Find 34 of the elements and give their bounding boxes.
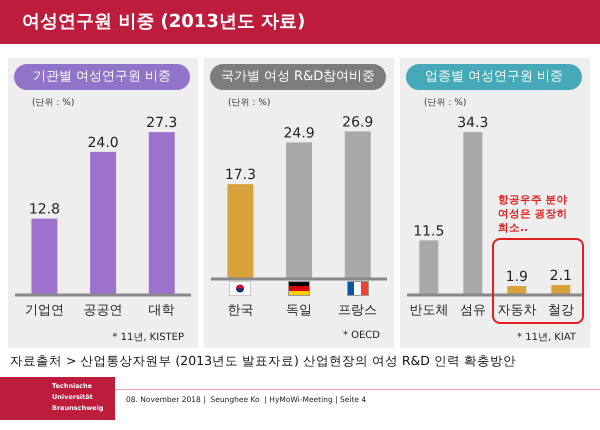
- chart-title: 기관별 여성연구원 비중: [14, 64, 190, 90]
- bar: [463, 132, 482, 295]
- x-tick-label: 기업연: [24, 303, 64, 318]
- data-label: 11.5: [413, 223, 444, 240]
- data-label: 12.8: [28, 202, 60, 218]
- data-label: 24.9: [284, 125, 315, 142]
- x-tick-label: 프랑스: [338, 303, 378, 318]
- text: * 11년, KIAT: [517, 331, 576, 344]
- x-tick-label: 공공연: [84, 303, 122, 318]
- chart-title: 국가별 여성 R&D참여비중: [210, 64, 386, 90]
- text: 여성연구원 비중 (2013년도 자료): [0, 0, 600, 44]
- data-label: 2.1: [550, 268, 572, 284]
- y-axis-title: (단위 : %): [32, 97, 74, 109]
- x-tick-label: 반도체: [410, 303, 448, 318]
- annotation: 항공우주 분야 여성은 굉장히 희소..: [498, 193, 568, 235]
- x-tick-label: 대학: [148, 303, 175, 318]
- x-tick-label: 섬유: [460, 303, 486, 318]
- x-tick-label: 철강: [548, 303, 574, 318]
- data-label: 27.3: [146, 115, 178, 132]
- chart-title: 업종별 여성연구원 비중: [406, 64, 582, 90]
- text: 자료출처 > 산업통상자원부 (2013년도 발표자료) 산업현장의 여성 R&D 인력 확충방안: [10, 353, 516, 370]
- x-tick-label: 한국: [227, 303, 254, 318]
- data-label: 26.9: [342, 114, 374, 130]
- data-label: 24.0: [88, 134, 119, 151]
- data-label: 34.3: [457, 115, 488, 132]
- text: * OECD: [342, 330, 380, 341]
- data-label: 1.9: [506, 268, 528, 285]
- x-tick-label: 독일: [286, 303, 312, 318]
- y-axis-title: (단위 : %): [228, 97, 270, 109]
- text: * 11년, KISTEP: [112, 331, 184, 344]
- bar: [419, 240, 438, 295]
- data-label: 17.3: [224, 167, 256, 184]
- y-axis-title: (단위 : %): [424, 97, 466, 109]
- x-tick-label: 자동차: [498, 303, 536, 318]
